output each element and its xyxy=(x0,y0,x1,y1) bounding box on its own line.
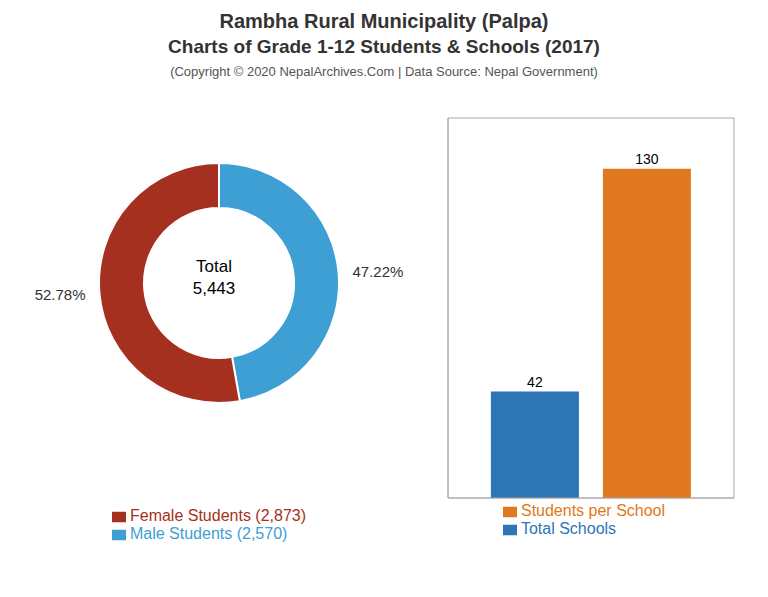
html-text:5,443: 5,443 xyxy=(192,279,236,298)
html-text:Female Students (2,873): Female Students (2,873) xyxy=(130,507,306,524)
svg-text:42: 42 xyxy=(527,374,543,390)
svg-text:47.22%: 47.22% xyxy=(352,263,403,280)
html-text:Charts of Grade 1-12 Students: Charts of Grade 1-12 Students & Schools … xyxy=(168,36,600,57)
html-text:Male Students (2,570): Male Students (2,570) xyxy=(130,525,288,542)
svg-text:130: 130 xyxy=(635,151,659,167)
html-text:Total Schools: Total Schools xyxy=(521,520,617,537)
svg-text:52.78%: 52.78% xyxy=(35,286,86,303)
html-text:Total: Total xyxy=(196,257,232,276)
html-text:Rambha Rural Municipality (Pal: Rambha Rural Municipality (Palpa) xyxy=(219,10,549,32)
html-text:(Copyright © 2020 NepalArchive: (Copyright © 2020 NepalArchives.Com | Da… xyxy=(170,64,598,79)
html-text:Students per School: Students per School xyxy=(521,502,665,519)
